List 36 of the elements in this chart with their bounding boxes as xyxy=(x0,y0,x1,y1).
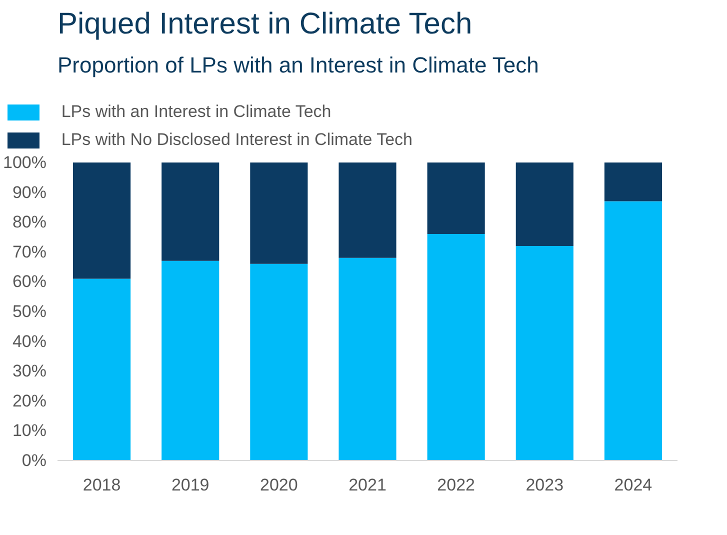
x-tick-label: 2022 xyxy=(437,476,475,494)
bar xyxy=(604,162,662,202)
y-tick-label: 20% xyxy=(12,391,47,410)
x-tick-label: 2021 xyxy=(348,476,386,494)
bar xyxy=(516,162,574,246)
y-tick-label: 40% xyxy=(12,332,47,351)
y-tick-label: 50% xyxy=(12,302,47,321)
y-tick-label: 70% xyxy=(12,242,47,262)
bar xyxy=(516,246,574,460)
chart-subtitle: Proportion of LPs with an Interest in Climate Tech xyxy=(58,52,539,78)
bar xyxy=(338,162,396,258)
x-tick-label: 2023 xyxy=(526,476,564,494)
bar xyxy=(250,264,308,460)
legend-label: LPs with No Disclosed Interest in Climate Tech xyxy=(61,130,412,150)
legend-label: LPs with an Interest in Climate Tech xyxy=(61,102,332,122)
y-tick-label: 100% xyxy=(3,153,47,172)
y-tick-label: 30% xyxy=(12,362,47,381)
bar xyxy=(162,260,220,460)
y-tick-label: 90% xyxy=(12,182,47,202)
y-tick-label: 0% xyxy=(22,451,47,470)
bar xyxy=(427,234,485,460)
bar xyxy=(427,162,485,234)
bar xyxy=(73,278,131,460)
y-tick-label: 10% xyxy=(12,421,47,440)
y-tick-label: 60% xyxy=(12,272,47,292)
x-tick-label: 2024 xyxy=(614,476,652,494)
bar xyxy=(73,162,131,279)
bar xyxy=(338,258,396,460)
y-tick-label: 80% xyxy=(12,212,47,232)
x-tick-label: 2020 xyxy=(260,476,298,494)
x-tick-label: 2018 xyxy=(82,476,121,494)
bar xyxy=(250,162,308,264)
bar xyxy=(604,201,662,460)
x-tick-label: 2019 xyxy=(171,476,210,494)
chart-title: Piqued Interest in Climate Tech xyxy=(58,8,472,40)
bar xyxy=(162,162,220,261)
